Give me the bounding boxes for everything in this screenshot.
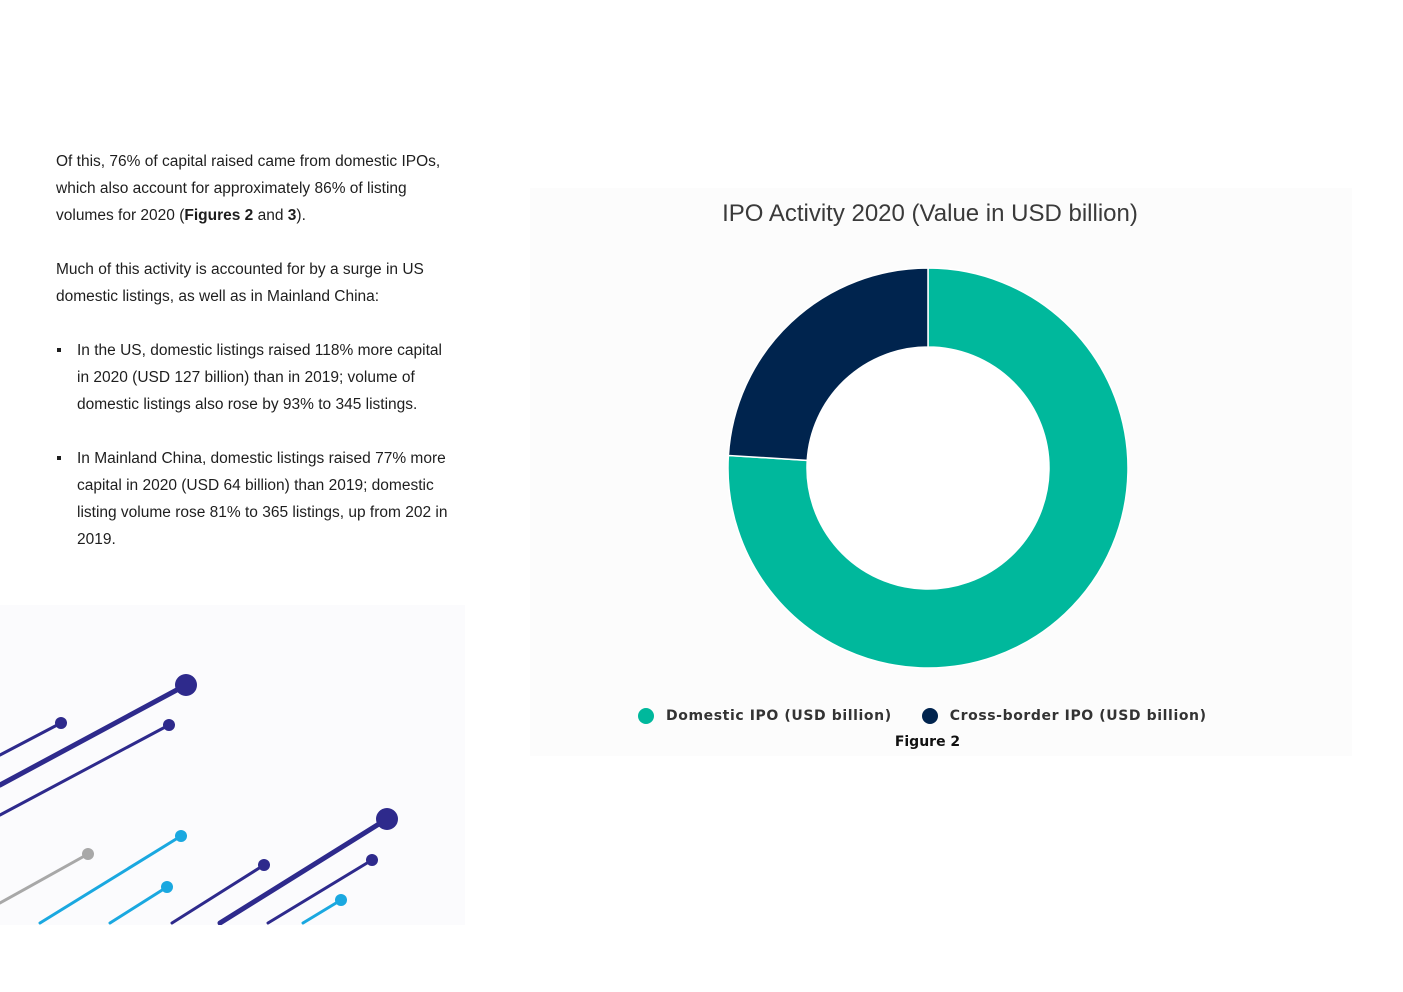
donut-chart xyxy=(727,267,1129,669)
chart-title: IPO Activity 2020 (Value in USD billion) xyxy=(722,200,1138,227)
deco-dot xyxy=(335,894,347,906)
deco-dot xyxy=(175,830,187,842)
deco-dot xyxy=(161,881,173,893)
legend-item-crossborder: Cross-border IPO (USD billion) xyxy=(921,708,1207,724)
bullet-item-china: In Mainland China, domestic listings rai… xyxy=(56,445,456,553)
donut-hole xyxy=(807,347,1049,589)
figure-ref-3: 3 xyxy=(287,207,297,224)
legend-swatch-crossborder xyxy=(921,708,938,724)
decorative-lines-svg xyxy=(0,674,398,926)
figure-caption: Figure 2 xyxy=(894,734,961,750)
deco-line xyxy=(170,863,266,925)
deco-line xyxy=(38,834,183,925)
legend-swatch-domestic xyxy=(638,708,654,724)
deco-line xyxy=(0,721,63,757)
intro-text-end: ). xyxy=(296,207,306,224)
surge-paragraph: Much of this activity is accounted for b… xyxy=(56,261,424,305)
body-text-column: Of this, 76% of capital raised came from… xyxy=(56,148,456,580)
deco-dot xyxy=(175,674,197,696)
intro-paragraph: Of this, 76% of capital raised came from… xyxy=(56,148,456,229)
deco-line xyxy=(108,885,169,925)
figure-ref-2: Figures 2 xyxy=(184,207,254,224)
chart-legend: Domestic IPO (USD billion) Cross-border … xyxy=(638,708,1237,724)
bullet-square-icon xyxy=(57,348,61,352)
deco-line xyxy=(0,723,171,817)
deco-dot xyxy=(82,848,94,860)
deco-dot xyxy=(55,717,67,729)
intro-text-start: Of this, 76% of capital raised came from… xyxy=(56,153,441,224)
legend-label-domestic: Domestic IPO (USD billion) xyxy=(666,708,892,724)
bullet-list: In the US, domestic listings raised 118%… xyxy=(56,337,456,553)
deco-line xyxy=(0,682,189,788)
deco-dot xyxy=(366,854,378,866)
deco-dot xyxy=(163,719,175,731)
deco-dot xyxy=(258,859,270,871)
bullet-text: In Mainland China, domestic listings rai… xyxy=(77,450,448,548)
legend-label-crossborder: Cross-border IPO (USD billion) xyxy=(949,708,1207,724)
intro-text-and: and xyxy=(253,207,288,224)
deco-line xyxy=(217,816,390,926)
bullet-item-us: In the US, domestic listings raised 118%… xyxy=(56,337,456,418)
deco-line xyxy=(301,898,343,925)
bullet-text: In the US, domestic listings raised 118%… xyxy=(77,342,442,413)
deco-line xyxy=(266,858,374,925)
decorative-lines-graphic xyxy=(0,605,465,926)
legend-item-domestic: Domestic IPO (USD billion) xyxy=(638,708,892,724)
deco-dot xyxy=(376,808,398,830)
bullet-square-icon xyxy=(57,456,61,460)
ipo-chart-panel: IPO Activity 2020 (Value in USD billion)… xyxy=(530,188,1352,756)
deco-line xyxy=(0,852,90,905)
